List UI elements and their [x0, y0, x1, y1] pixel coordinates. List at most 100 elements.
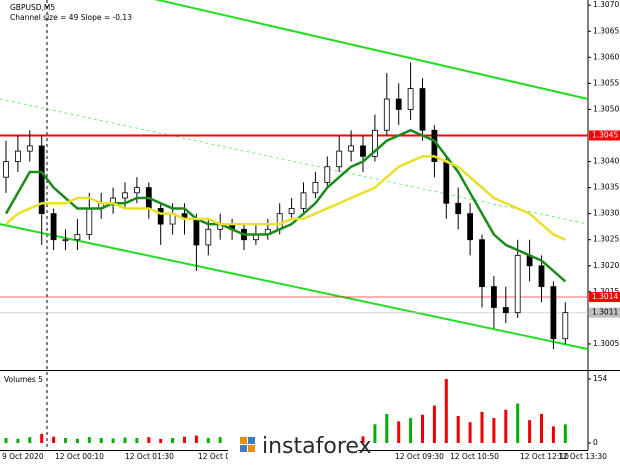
candle-body — [122, 192, 128, 199]
candle-body — [371, 129, 378, 157]
y-tick-label: 1.3055 — [593, 78, 619, 87]
volume-bar — [159, 438, 163, 443]
candle-body — [288, 208, 295, 215]
volume-bar — [421, 414, 424, 443]
candle-body — [205, 228, 212, 246]
candle-body — [300, 192, 307, 209]
volume-bar — [75, 438, 79, 443]
volume-bar — [183, 436, 186, 443]
y-tick-label: 1.3040 — [593, 157, 619, 166]
candle-body — [419, 88, 426, 131]
logo-square — [240, 445, 247, 452]
watermark-text: instaforex — [262, 434, 372, 459]
candle-body — [514, 254, 521, 314]
volume-bar — [194, 435, 198, 443]
y-tick-label: 1.3035 — [593, 183, 619, 192]
chart-title: GBPUSD,M5 — [10, 3, 55, 12]
volume-bar — [480, 411, 484, 443]
volume-bar — [551, 426, 555, 443]
volume-bar — [99, 438, 103, 443]
volume-bar — [409, 418, 413, 443]
volume-bar — [147, 437, 151, 443]
volume-bar — [540, 413, 543, 443]
time-label: 12 Oct 10:50 — [450, 452, 499, 461]
volume-bar — [28, 437, 32, 443]
volume-bar — [516, 403, 520, 443]
level-label: 1.3014 — [592, 292, 618, 301]
volume-bar — [206, 438, 210, 443]
candle-body — [502, 307, 509, 314]
y-tick-label: 1.3060 — [593, 52, 619, 61]
volume-tick-label: 154 — [593, 374, 608, 383]
candle-body — [86, 208, 93, 235]
candle-body — [193, 218, 200, 246]
candle-body — [550, 286, 557, 340]
price-axis: 1.3070 1.3065 1.3060 1.3055 1.3050 1.3040 1.30… — [588, 0, 620, 348]
volume-bar — [361, 436, 365, 443]
candle-body — [336, 150, 343, 168]
candle-body — [467, 213, 474, 241]
candle-body — [479, 239, 485, 288]
volume-bar — [4, 438, 8, 443]
time-label: 12 Oct 01:30 — [125, 452, 174, 461]
candle-body — [62, 239, 69, 242]
y-tick-label: 1.3020 — [593, 261, 619, 270]
candle-body — [312, 181, 319, 194]
level-label: 1.3045 — [592, 130, 618, 139]
watermark: instaforex — [228, 432, 372, 462]
volume-tick-label: 0 — [593, 438, 598, 447]
channel-line — [0, 223, 589, 351]
candle-body — [490, 286, 497, 308]
candle-body — [407, 88, 414, 110]
candle-body — [26, 145, 33, 152]
candle-body — [383, 98, 390, 131]
volume-title: Volumes 5 — [4, 375, 43, 384]
volume-bar — [111, 438, 115, 443]
candle-body — [395, 98, 402, 110]
candle-body — [360, 145, 366, 157]
candle-body — [14, 150, 21, 162]
volume-bar — [504, 409, 508, 443]
moving-average — [4, 128, 567, 283]
level-label-bg — [589, 130, 620, 141]
level-label-bg — [589, 292, 620, 303]
volume-bar — [16, 438, 20, 443]
candle-body — [38, 145, 45, 215]
logo-square — [240, 437, 247, 444]
volume-bar — [171, 438, 175, 443]
candle-body — [276, 213, 283, 230]
logo-square — [248, 445, 255, 452]
volume-bar — [468, 422, 472, 443]
y-tick-label: 1.3015 — [593, 287, 619, 296]
candle-body — [133, 187, 140, 194]
volume-bar — [123, 437, 127, 443]
volume-bar — [528, 420, 532, 443]
level-label: 1.3011 — [592, 308, 618, 317]
volume-bar — [432, 405, 436, 443]
candle-body — [157, 208, 164, 225]
candle-body — [74, 234, 81, 241]
y-tick-label: 1.3025 — [593, 235, 619, 244]
y-tick-label: 1.3050 — [593, 104, 619, 113]
volume-bar — [397, 421, 401, 443]
volume-bar — [87, 437, 91, 443]
candle-body — [538, 265, 545, 288]
channel-line — [0, 98, 589, 225]
time-label: 12 Oct 12:10 — [520, 452, 569, 461]
channel-info: Channel size = 49 Slope = -0.13 — [10, 13, 132, 22]
level-label-bg — [589, 307, 620, 318]
volume-bar — [52, 436, 56, 443]
y-tick-label: 1.3030 — [593, 209, 619, 218]
time-label: 12 Oct 00:10 — [55, 452, 104, 461]
moving-average — [5, 155, 566, 241]
time-label: 12 Oct 02:50 — [198, 452, 247, 461]
logo-square — [248, 437, 255, 444]
volume-bar — [563, 424, 567, 443]
time-label: 9 Oct 2020 — [2, 452, 44, 461]
candle-body — [443, 161, 450, 204]
y-tick-label: 1.3070 — [593, 0, 619, 9]
candle-body — [324, 166, 331, 183]
time-label: 12 Oct 13:30 — [558, 452, 607, 461]
